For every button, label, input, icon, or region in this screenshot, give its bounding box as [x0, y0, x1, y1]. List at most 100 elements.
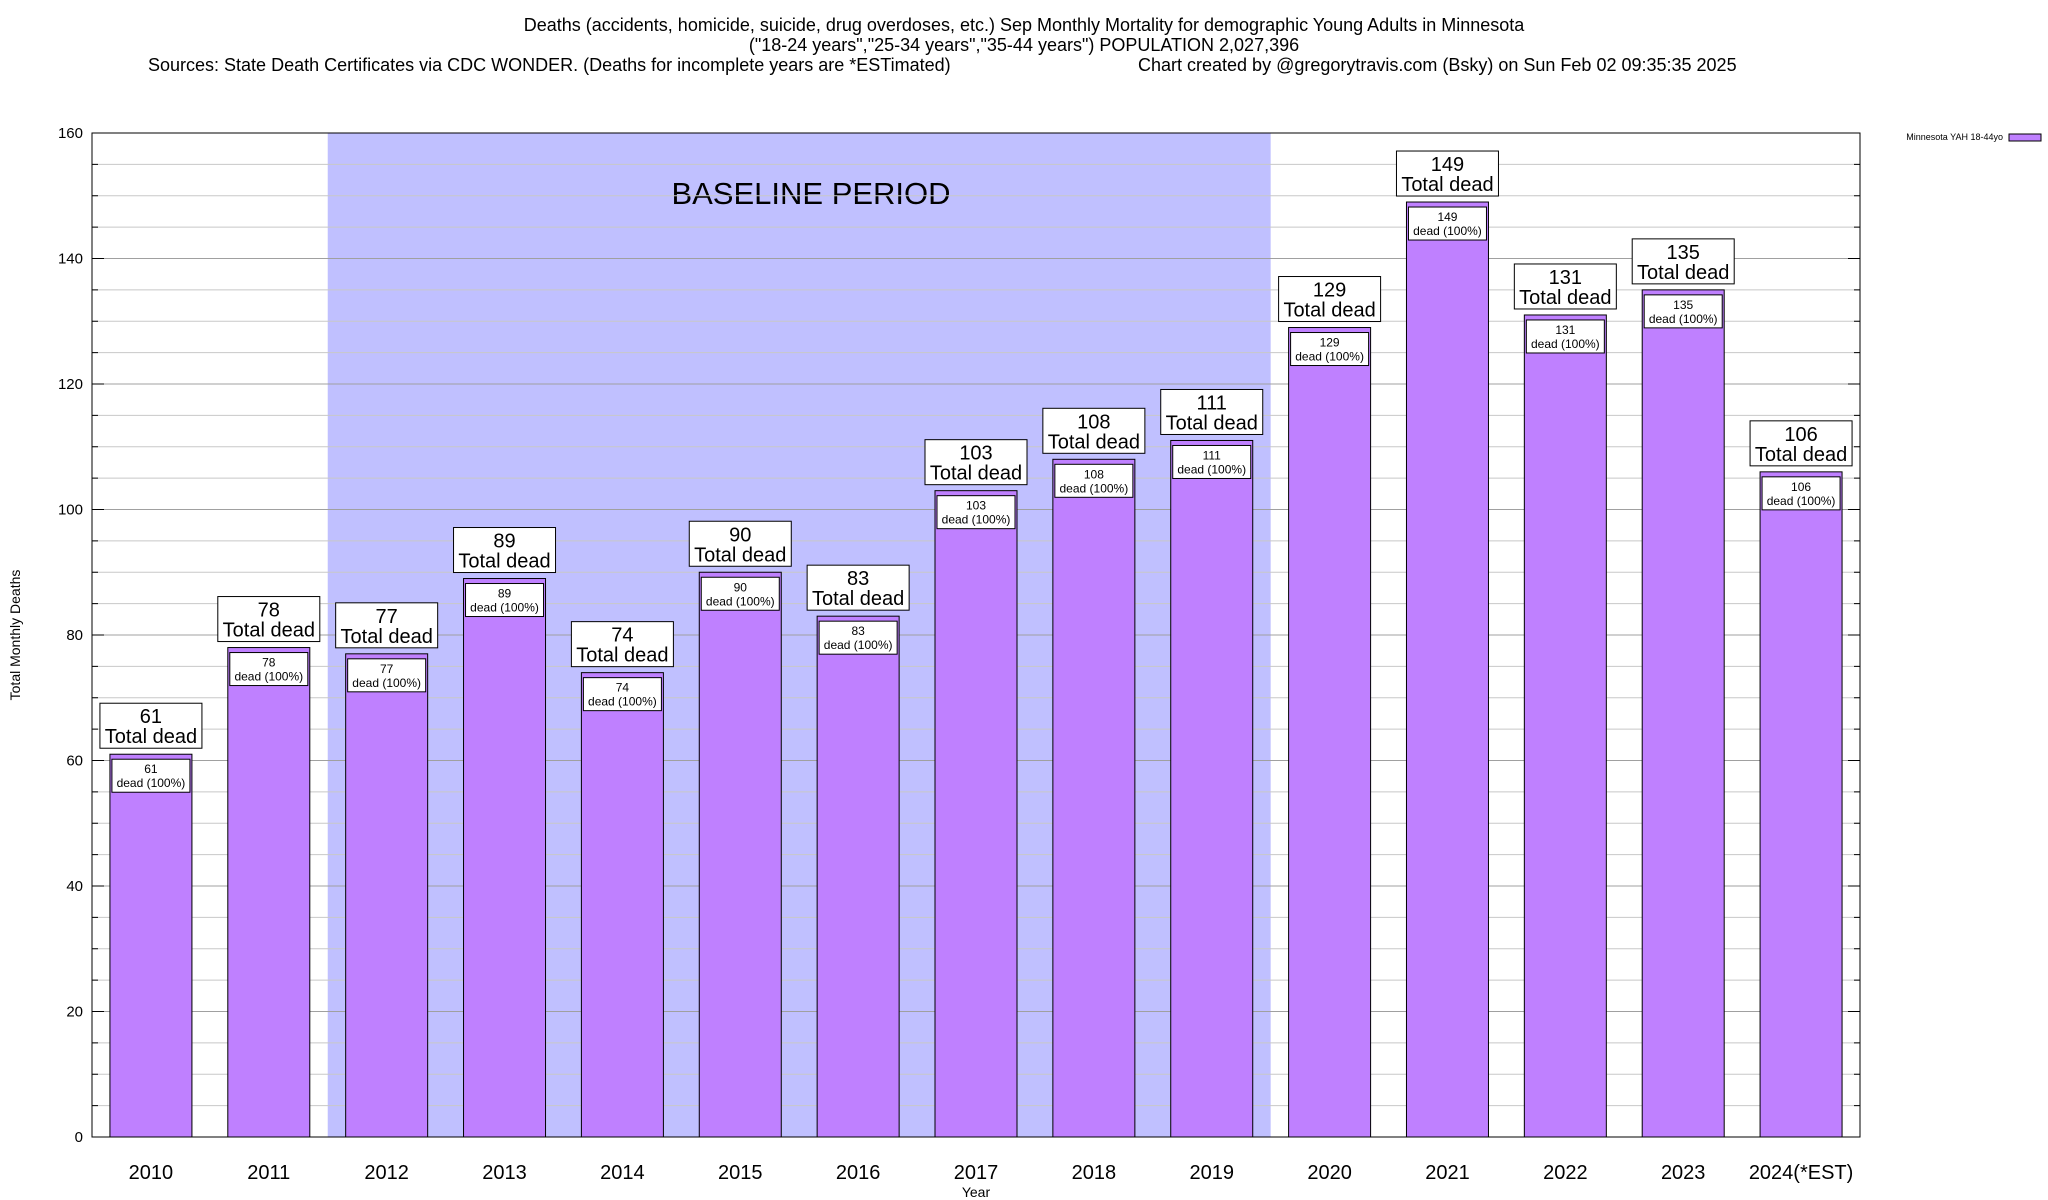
x-tick-label: 2011 — [247, 1162, 290, 1184]
legend-label: Minnesota YAH 18-44yo — [1906, 132, 2003, 142]
bar — [1641, 289, 1725, 1138]
total-dead-label: Total dead — [223, 620, 315, 642]
bar — [1405, 201, 1489, 1138]
segment-value-label: 83 — [851, 624, 865, 638]
bar — [1052, 458, 1136, 1138]
bar — [227, 647, 311, 1138]
total-label-box — [1160, 388, 1264, 435]
segment-value-label: 111 — [1203, 448, 1222, 462]
x-tick-label: 2023 — [1661, 1162, 1706, 1184]
y-tick-label: 0 — [75, 1129, 83, 1146]
total-label-box — [1749, 420, 1853, 467]
segment-label-box — [936, 495, 1016, 530]
bar — [1170, 439, 1254, 1138]
total-value-label: 74 — [611, 625, 633, 647]
baseline-label: BASELINE PERIOD — [671, 176, 950, 211]
segment-percent-label: dead (100%) — [352, 676, 421, 690]
total-label-box — [1513, 263, 1617, 310]
x-tick-label: 2022 — [1543, 1162, 1588, 1184]
x-tick-label: 2021 — [1425, 1162, 1470, 1184]
segment-percent-label: dead (100%) — [234, 670, 303, 684]
total-label-box — [99, 702, 203, 749]
x-axis: 2010 2011 2012 2013 2014 2015 2016 2017 2018 2019… — [129, 1162, 1854, 1184]
segment-value-label: 61 — [144, 762, 158, 776]
segment-percent-label: dead (100%) — [588, 695, 657, 709]
segment-percent-label: dead (100%) — [942, 513, 1011, 527]
segment-value-label: 108 — [1084, 467, 1104, 481]
bar — [345, 653, 429, 1138]
segment-label-box — [1407, 206, 1487, 241]
legend-swatch — [2008, 133, 2042, 142]
bar — [1759, 471, 1843, 1138]
total-label-box — [1278, 276, 1382, 323]
bar — [698, 571, 782, 1138]
segment-value-label: 135 — [1673, 298, 1693, 312]
total-value-label: 77 — [376, 606, 398, 628]
segment-value-label: 129 — [1320, 336, 1340, 350]
total-dead-label: Total dead — [1755, 444, 1847, 466]
segment-percent-label: dead (100%) — [1060, 481, 1129, 495]
x-tick-label: 2015 — [718, 1162, 763, 1184]
total-dead-label: Total dead — [1283, 300, 1375, 322]
total-value-label: 103 — [959, 443, 992, 465]
total-value-label: 61 — [140, 706, 162, 728]
segment-value-label: 90 — [734, 580, 748, 594]
total-dead-label: Total dead — [694, 544, 786, 566]
segment-label-box — [1290, 332, 1370, 367]
bar — [934, 490, 1018, 1138]
segment-percent-label: dead (100%) — [1767, 494, 1836, 508]
total-dead-label: Total dead — [1048, 431, 1140, 453]
y-tick-label: 60 — [66, 753, 83, 770]
segment-percent-label: dead (100%) — [1413, 224, 1482, 238]
total-dead-label: Total dead — [458, 551, 550, 573]
segment-percent-label: dead (100%) — [117, 776, 186, 790]
total-label-box — [924, 439, 1028, 486]
chart-sources: Sources: State Death Certificates via CD… — [148, 55, 951, 75]
segment-label-box — [1525, 319, 1605, 354]
bar — [463, 578, 547, 1138]
segment-label-box — [1172, 444, 1252, 479]
segment-percent-label: dead (100%) — [1177, 462, 1246, 476]
segment-percent-label: dead (100%) — [824, 638, 893, 652]
total-label-box — [453, 527, 557, 574]
segment-percent-label: dead (100%) — [706, 594, 775, 608]
segment-label-box — [111, 758, 191, 793]
x-tick-label: 2010 — [129, 1162, 174, 1184]
segment-label-box — [229, 652, 309, 687]
total-label-box — [688, 520, 792, 567]
total-dead-label: Total dead — [1519, 287, 1611, 309]
segment-value-label: 106 — [1791, 480, 1811, 494]
chart-credit: Chart created by @gregorytravis.com (Bsk… — [1138, 55, 1737, 75]
x-axis-label: Year — [962, 1184, 991, 1200]
x-tick-label: 2017 — [954, 1162, 999, 1184]
y-tick-label: 160 — [58, 125, 83, 142]
x-tick-label: 2013 — [482, 1162, 527, 1184]
legend: Minnesota YAH 18-44yo — [1906, 132, 2042, 142]
total-label-box — [1395, 150, 1499, 197]
segment-percent-label: dead (100%) — [1531, 337, 1600, 351]
segment-label-box — [818, 620, 898, 655]
total-value-label: 129 — [1313, 280, 1346, 302]
total-value-label: 89 — [493, 531, 515, 553]
total-label-box — [570, 621, 674, 668]
segment-value-label: 103 — [966, 499, 986, 513]
segment-percent-label: dead (100%) — [1649, 312, 1718, 326]
total-value-label: 106 — [1784, 424, 1817, 446]
y-tick-label: 40 — [66, 878, 83, 895]
y-tick-label: 80 — [66, 627, 83, 644]
bar — [1288, 327, 1372, 1138]
segment-value-label: 77 — [380, 662, 394, 676]
segment-value-label: 89 — [498, 587, 512, 601]
